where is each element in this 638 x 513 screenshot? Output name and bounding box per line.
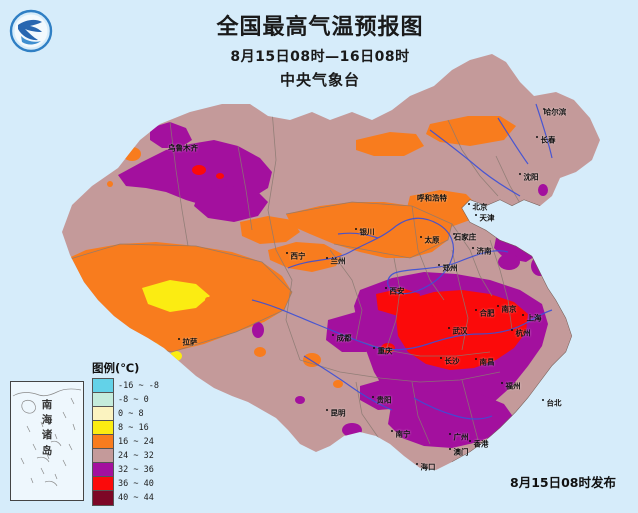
city-marker-dot [416, 463, 418, 465]
city-marker-dot [472, 247, 474, 249]
city-marker-dot [438, 264, 440, 266]
city-marker-dot [326, 409, 328, 411]
city-marker-dot [440, 357, 442, 359]
city-marker-dot [178, 338, 180, 340]
city-marker-dot [373, 347, 375, 349]
legend-swatch [93, 393, 113, 407]
city-marker-dot [448, 327, 450, 329]
legend-swatch [93, 463, 113, 477]
city-marker-dot [511, 329, 513, 331]
legend-swatch [93, 449, 113, 463]
city-marker-dot [522, 314, 524, 316]
city-marker-dot [326, 257, 328, 259]
city-marker-dot [420, 194, 422, 196]
legend-swatch [93, 379, 113, 393]
city-marker-dot [543, 108, 545, 110]
legend-rows: -16 ~ -8 -8 ~ 0 0 ~ 8 8 ~ 16 16 ~ 24 24 ~ 32 3… [92, 378, 159, 506]
city-marker-dot [519, 173, 521, 175]
city-marker-dot [449, 448, 451, 450]
city-marker-dot [453, 233, 455, 235]
legend-label: 32 ~ 36 [118, 465, 154, 475]
city-marker-dot [355, 228, 357, 230]
city-marker-dot [497, 305, 499, 307]
legend-swatch [93, 477, 113, 491]
legend-label: 24 ~ 32 [118, 451, 154, 461]
legend-label: 36 ~ 40 [118, 479, 154, 489]
legend-label: 8 ~ 16 [118, 423, 149, 433]
legend-label: -16 ~ -8 [118, 381, 159, 391]
legend-label: 40 ~ 44 [118, 493, 154, 503]
city-marker-dot [391, 430, 393, 432]
legend-swatch [93, 435, 113, 449]
city-marker-dot [420, 236, 422, 238]
city-marker-dot [385, 287, 387, 289]
legend-row: 16 ~ 24 [93, 435, 154, 449]
city-marker-dot [171, 144, 173, 146]
inset-label: 南海诸岛 [41, 399, 53, 457]
city-marker-dot [468, 203, 470, 205]
issue-timestamp: 8月15日08时发布 [510, 475, 616, 490]
city-marker-dot [286, 252, 288, 254]
legend: 图例(℃) -16 ~ -8 -8 ~ 0 0 ~ 8 8 ~ 16 16 ~ 24 24… [92, 360, 159, 506]
legend-title: 图例(℃) [92, 361, 140, 375]
south-china-sea-inset: 南海诸岛 [10, 381, 84, 501]
cma-dragon-logo [9, 9, 53, 53]
city-marker-dot [475, 358, 477, 360]
legend-label: 0 ~ 8 [118, 409, 144, 419]
legend-label: 16 ~ 24 [118, 437, 154, 447]
legend-label: -8 ~ 0 [118, 395, 149, 405]
legend-row: 8 ~ 16 [93, 421, 149, 435]
legend-row: 36 ~ 40 [93, 477, 154, 491]
city-marker-dot [542, 399, 544, 401]
legend-swatch [93, 407, 113, 421]
legend-row: 40 ~ 44 [93, 491, 154, 505]
legend-swatch [93, 421, 113, 435]
legend-row: 32 ~ 36 [93, 463, 154, 477]
legend-swatch [93, 491, 113, 505]
city-marker-dot [475, 309, 477, 311]
city-marker-dot [469, 440, 471, 442]
legend-row: 24 ~ 32 [93, 449, 154, 463]
legend-row: -16 ~ -8 [93, 379, 159, 393]
city-marker-dot [372, 396, 374, 398]
city-marker-dot [332, 334, 334, 336]
city-marker-dot [536, 136, 538, 138]
city-marker-dot [449, 433, 451, 435]
legend-row: -8 ~ 0 [93, 393, 149, 407]
city-marker-dot [501, 382, 503, 384]
legend-row: 0 ~ 8 [93, 407, 144, 421]
city-marker-dot [475, 214, 477, 216]
